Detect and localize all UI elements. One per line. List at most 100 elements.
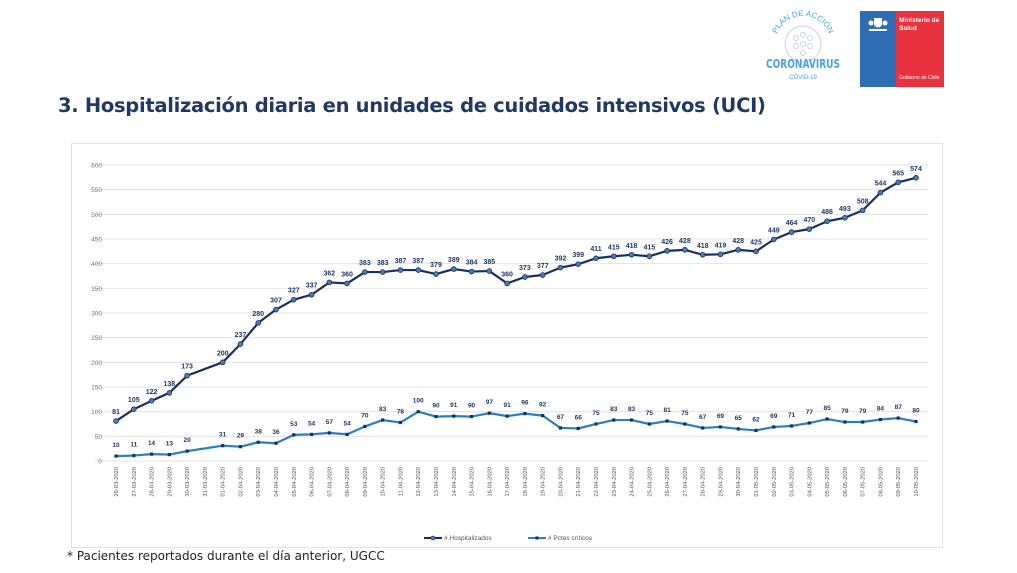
- x-tick-label: 01-04-2020: [221, 467, 227, 497]
- data-label: 411: [590, 246, 601, 253]
- data-label: 11: [130, 442, 137, 449]
- data-label: 399: [572, 252, 584, 259]
- x-tick-label: 11-04-2020: [398, 467, 404, 496]
- x-tick-label: 03-05-2020: [790, 467, 796, 497]
- logo-red-panel: Ministerio de Salud Gobierno de Chile: [896, 11, 944, 87]
- data-label: 418: [626, 243, 638, 250]
- data-point: [664, 248, 670, 254]
- data-label: 486: [821, 209, 833, 216]
- data-point: [416, 410, 420, 414]
- x-tick-label: 27-03-2020: [132, 467, 138, 497]
- data-point: [255, 320, 262, 326]
- data-label: 62: [752, 416, 760, 423]
- x-tick-label: 01-05-2020: [754, 467, 760, 497]
- data-label: 29: [237, 433, 245, 440]
- data-point: [504, 280, 510, 287]
- data-point: [237, 341, 244, 347]
- data-point: [754, 428, 758, 433]
- data-point: [629, 418, 634, 422]
- data-label: 54: [343, 420, 351, 427]
- data-point: [167, 452, 171, 457]
- x-tick-label: 26-04-2020: [665, 467, 671, 497]
- data-label: 36: [272, 429, 280, 436]
- data-point: [523, 412, 527, 416]
- data-label: 327: [288, 288, 300, 295]
- data-label: 105: [128, 397, 140, 404]
- y-tick-label: 350: [91, 286, 102, 293]
- data-point: [487, 411, 491, 415]
- data-point: [736, 427, 740, 431]
- data-label: 464: [786, 220, 798, 227]
- x-tick-label: 20-04-2020: [558, 467, 564, 497]
- data-point: [895, 179, 902, 186]
- x-tick-label: 03-04-2020: [256, 467, 262, 497]
- x-tick-label: 18-04-2020: [523, 467, 529, 497]
- data-label: 91: [503, 402, 511, 409]
- data-label: 415: [608, 244, 620, 251]
- data-point: [824, 218, 830, 225]
- legend-label: # Pctes críticos: [548, 535, 593, 542]
- data-point: [576, 426, 580, 431]
- data-point: [861, 420, 865, 424]
- footnote: * Pacientes reportados durante el día an…: [67, 549, 385, 563]
- x-tick-label: 06-05-2020: [843, 467, 849, 497]
- x-tick-label: 07-05-2020: [861, 467, 867, 497]
- data-point: [292, 433, 296, 437]
- data-point: [362, 269, 368, 275]
- data-label: 565: [892, 170, 904, 177]
- data-point: [132, 453, 136, 458]
- x-tick-label: 04-04-2020: [274, 467, 280, 497]
- x-tick-label: 30-03-2020: [185, 467, 191, 497]
- data-label: 389: [448, 257, 460, 264]
- y-tick-label: 400: [91, 261, 102, 268]
- data-point: [469, 415, 474, 419]
- data-point: [345, 432, 349, 436]
- data-point: [273, 306, 279, 313]
- x-tick-label: 29-04-2020: [718, 467, 724, 497]
- data-point: [130, 406, 137, 413]
- data-point: [628, 251, 635, 258]
- data-label: 280: [252, 311, 264, 318]
- y-tick-label: 200: [91, 360, 102, 367]
- data-label: 81: [112, 409, 120, 416]
- data-point: [859, 207, 866, 214]
- data-label: 57: [326, 419, 334, 426]
- data-point: [593, 255, 599, 262]
- data-point: [699, 251, 706, 258]
- data-point: [486, 268, 493, 274]
- y-tick-label: 250: [91, 335, 102, 342]
- data-point: [398, 420, 403, 425]
- y-tick-label: 50: [95, 434, 103, 441]
- x-tick-label: 12-04-2020: [416, 467, 422, 497]
- logo-coronavirus-text: CORONAVIRUS: [766, 57, 840, 71]
- data-label: 83: [628, 406, 636, 413]
- data-point: [379, 269, 386, 275]
- data-label: 360: [341, 271, 353, 278]
- x-tick-label: 10-05-2020: [914, 467, 920, 497]
- x-tick-label: 19-04-2020: [541, 467, 547, 497]
- data-label: 90: [468, 403, 476, 410]
- legend-label: # Hospitalizados: [444, 535, 492, 542]
- data-point: [363, 424, 367, 429]
- data-point: [238, 445, 243, 449]
- data-label: 360: [501, 271, 513, 278]
- data-label: 428: [732, 238, 744, 245]
- y-tick-label: 500: [91, 212, 102, 219]
- data-point: [717, 251, 724, 258]
- data-point: [718, 425, 723, 429]
- x-tick-label: 17-04-2020: [505, 467, 511, 497]
- data-point: [344, 280, 350, 287]
- plan-coronavirus-logo: PLAN DE ACCIÓN CORONAVIRUS COVID-19: [766, 9, 840, 81]
- government-text: Gobierno de Chile: [899, 75, 940, 81]
- data-point: [452, 414, 456, 418]
- x-tick-label: 29-03-2020: [167, 467, 173, 497]
- data-label: 81: [663, 407, 671, 414]
- x-tick-label: 15-04-2020: [470, 467, 476, 497]
- x-tick-label: 10-04-2020: [381, 467, 387, 497]
- data-point: [256, 440, 260, 444]
- data-point: [433, 271, 439, 277]
- x-tick-label: 31-03-2020: [203, 467, 209, 497]
- x-tick-label: 25-04-2020: [647, 467, 653, 497]
- y-tick-label: 450: [91, 237, 102, 244]
- data-label: 97: [486, 399, 494, 406]
